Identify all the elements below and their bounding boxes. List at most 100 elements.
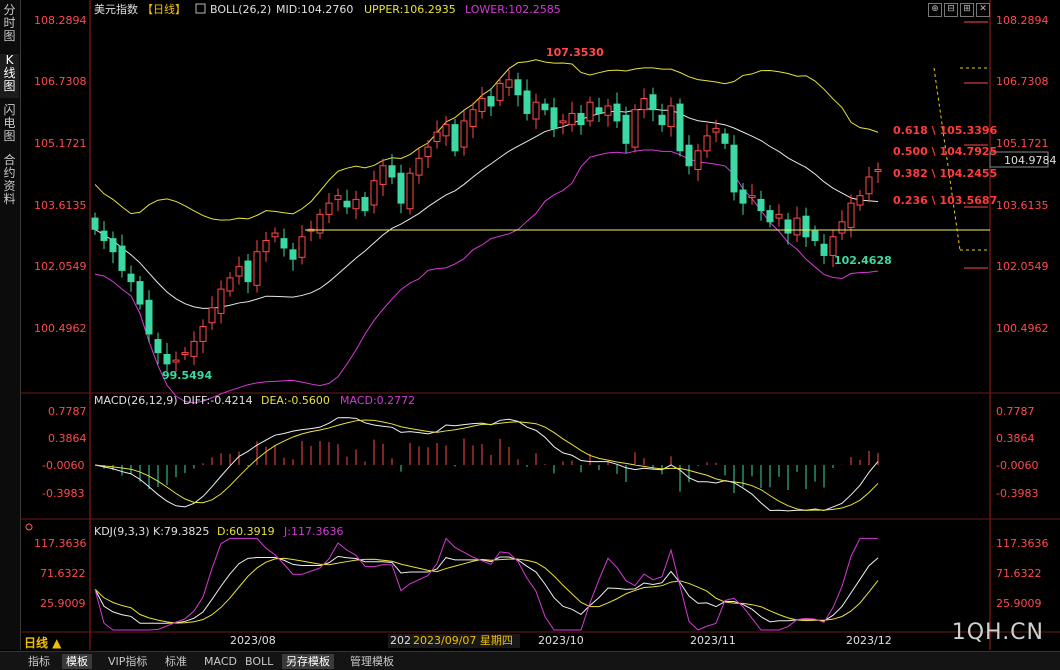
left-tick: 103.6135: [34, 199, 87, 212]
save-template-button[interactable]: 另存模板: [282, 654, 334, 669]
x-axis-label: 2023/08: [230, 634, 276, 647]
candle-body: [622, 114, 630, 144]
candle-body: [532, 101, 540, 120]
candle-body: [154, 339, 162, 354]
right-tick: 105.1721: [996, 137, 1049, 150]
current-price-box: [989, 151, 1049, 168]
tab-boll[interactable]: BOLL: [245, 655, 274, 668]
candle-body: [397, 172, 405, 204]
candle-body: [550, 107, 558, 129]
x-axis-label: 2023/11: [690, 634, 736, 647]
candle-body: [226, 277, 234, 292]
boll-mid-value: MID:104.2760: [276, 3, 353, 16]
tab-timeshare[interactable]: 分时图: [3, 3, 16, 43]
close-icon[interactable]: ✕: [976, 3, 990, 17]
candle-body: [766, 210, 774, 223]
candle-body: [100, 230, 108, 242]
candle-body: [775, 213, 783, 219]
candle-body: [703, 135, 711, 152]
tab-kline[interactable]: K线图: [0, 54, 19, 98]
candle-body: [316, 213, 324, 234]
candle-body: [163, 353, 171, 365]
candle-body: [109, 238, 117, 253]
left-tick: 100.4962: [34, 322, 87, 335]
kdj-j-value: J:117.3636: [283, 525, 343, 538]
right-tick: 102.0549: [996, 260, 1049, 273]
candle-body: [370, 180, 378, 206]
zoom-out-icon[interactable]: ⊟: [944, 3, 958, 17]
kdj-left-tick: 25.9009: [40, 597, 86, 610]
candle-body: [667, 105, 675, 128]
period-selector[interactable]: 日线 ▲: [24, 636, 62, 650]
candle-body: [856, 195, 864, 206]
candle-body: [451, 124, 459, 152]
candle-body: [271, 232, 279, 238]
macd-left-tick: -0.3983: [42, 487, 84, 500]
candle-body: [127, 273, 135, 283]
macd-diff-value: DIFF:-0.4214: [183, 394, 253, 407]
left-tick: 102.0549: [34, 260, 87, 273]
right-tick: 106.7308: [996, 75, 1049, 88]
kdj-title: KDJ(9,3,3): [94, 525, 150, 538]
candle-body: [730, 144, 738, 193]
candle-body: [595, 107, 603, 114]
candle-body: [136, 281, 144, 305]
tab-lightning[interactable]: 闪电图: [3, 103, 16, 143]
candle-body: [694, 150, 702, 170]
tab-standard[interactable]: 标准: [165, 655, 187, 668]
macd-right-tick: -0.3983: [996, 487, 1038, 500]
right-tick: 103.6135: [996, 199, 1049, 212]
kdj-right-tick: 117.3636: [996, 537, 1049, 550]
fib-level-500: 0.500 \ 104.7925: [893, 145, 997, 158]
kdj-marker-icon: [25, 523, 33, 531]
watermark: 1QH.CN: [951, 620, 1044, 645]
candle-body: [424, 146, 432, 157]
crosshair-icon[interactable]: ⊕: [928, 3, 942, 17]
candle-body: [244, 260, 252, 283]
macd-dea-value: DEA:-0.5600: [261, 394, 330, 407]
manage-templates-button[interactable]: 管理模板: [350, 655, 394, 668]
symbol-title: 美元指数: [94, 2, 138, 16]
candle-body: [199, 325, 207, 342]
candle-body: [649, 94, 657, 111]
tab-indicators[interactable]: 指标: [28, 655, 50, 668]
boll-upper-line: [94, 59, 879, 221]
candle-body: [208, 307, 216, 324]
candle-body: [658, 114, 666, 126]
boll-lower-value: LOWER:102.2585: [465, 3, 561, 16]
tab-vip-indicators[interactable]: VIP指标: [108, 655, 148, 668]
tab-templates[interactable]: 模板: [62, 654, 92, 669]
candle-body: [406, 172, 414, 210]
kdj-left-tick: 117.3636: [34, 537, 87, 550]
left-tick: 105.1721: [34, 137, 87, 150]
view-sidebar: 分时图 K线图 闪电图 合约资料: [0, 0, 21, 650]
candle-body: [829, 236, 837, 256]
candle-body: [280, 238, 288, 249]
tab-macd[interactable]: MACD: [204, 655, 237, 668]
candle-body: [640, 97, 648, 111]
tab-contract-info[interactable]: 合约资料: [3, 153, 16, 206]
zoom-in-icon[interactable]: ⊞: [960, 3, 974, 17]
kdj-right-tick: 25.9009: [996, 597, 1042, 610]
candle-body: [388, 165, 396, 178]
kdj-k-value: K:79.3825: [153, 525, 209, 538]
left-tick: 108.2894: [34, 14, 87, 27]
candle-body: [478, 97, 486, 113]
candle-body: [325, 202, 333, 215]
candle-body: [712, 127, 720, 133]
candle-body: [118, 245, 126, 271]
candle-body: [721, 133, 729, 144]
indicator-settings-icon: [195, 3, 206, 14]
candle-body: [865, 176, 873, 195]
candle-body: [523, 90, 531, 114]
candle-body: [415, 157, 423, 176]
macd-left-tick: 0.7787: [48, 405, 87, 418]
candle-body: [433, 131, 441, 142]
macd-right-tick: 0.3864: [996, 432, 1035, 445]
chart-area[interactable]: 美元指数 【日线】 BOLL(26,2) MID:104.2760 UPPER:…: [20, 0, 1060, 650]
candle-body: [253, 251, 261, 286]
boll-lower-line: [94, 149, 879, 404]
candle-body: [631, 109, 639, 148]
x-axis-label: 2023/12: [846, 634, 892, 647]
macd-right-tick: 0.7787: [996, 405, 1035, 418]
